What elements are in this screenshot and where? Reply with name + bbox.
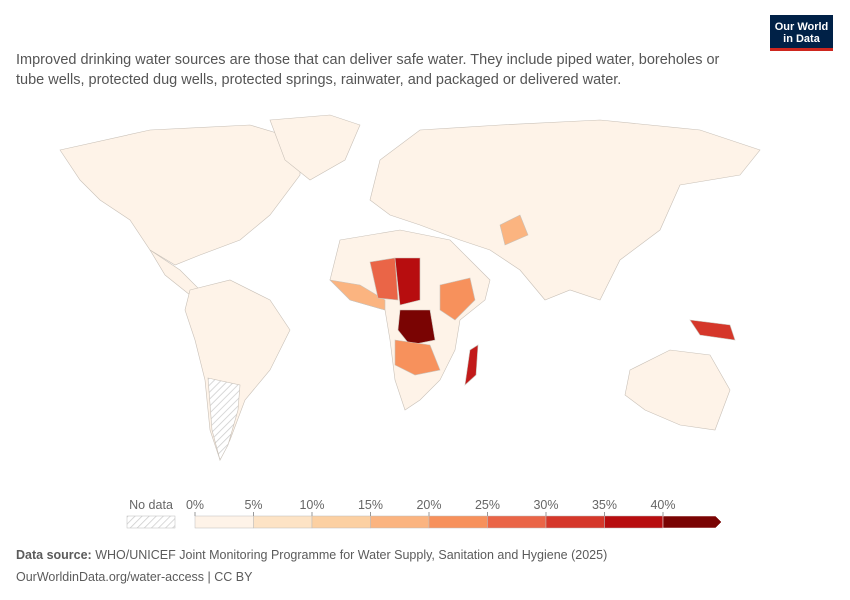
africa-chad bbox=[394, 257, 421, 306]
legend-swatch bbox=[545, 515, 605, 529]
source-label: Data source: bbox=[16, 548, 92, 562]
legend-tick-label: 25% bbox=[475, 498, 500, 512]
africa-south-central bbox=[394, 339, 441, 376]
africa-central bbox=[397, 309, 436, 346]
madagascar bbox=[464, 344, 479, 386]
logo-line: in Data bbox=[783, 33, 820, 45]
legend: No data 0% 5% 10% 15% 20% 25% 30% 35% 40% bbox=[126, 498, 722, 529]
legend-swatch bbox=[253, 515, 313, 529]
no-data-label: No data bbox=[129, 498, 173, 512]
north-america bbox=[59, 124, 301, 266]
legend-swatch bbox=[428, 515, 488, 529]
legend-tick-label: 20% bbox=[416, 498, 441, 512]
logo-line: Our World bbox=[774, 21, 829, 33]
legend-swatch bbox=[487, 515, 547, 529]
legend-tick-label: 40% bbox=[650, 498, 675, 512]
source: Data source: WHO/UNICEF Joint Monitoring… bbox=[16, 548, 607, 562]
australia bbox=[624, 349, 731, 431]
papua bbox=[689, 319, 736, 341]
link[interactable]: OurWorldinData.org/water-access | CC BY bbox=[16, 570, 253, 584]
legend-tick-label: 15% bbox=[358, 498, 383, 512]
africa-west bbox=[329, 279, 386, 311]
source-text: WHO/UNICEF Joint Monitoring Programme fo… bbox=[95, 548, 608, 562]
description-line: Improved drinking water sources are thos… bbox=[16, 52, 720, 68]
legend-swatch bbox=[194, 515, 254, 529]
south-america bbox=[184, 279, 291, 461]
legend-swatch bbox=[604, 515, 664, 529]
patagonia bbox=[207, 377, 241, 461]
legend-tick-label: 35% bbox=[592, 498, 617, 512]
greenland bbox=[269, 114, 361, 181]
legend-swatch bbox=[311, 515, 371, 529]
eurasia bbox=[369, 119, 761, 301]
legend-swatch bbox=[662, 515, 722, 529]
no-data-swatch bbox=[126, 515, 176, 529]
afghanistan bbox=[499, 214, 529, 246]
legend-tick-label: 0% bbox=[186, 498, 204, 512]
africa-east bbox=[439, 277, 476, 321]
legend-tick-label: 5% bbox=[244, 498, 262, 512]
legend-tick-label: 30% bbox=[533, 498, 558, 512]
logo[interactable]: Our World in Data bbox=[770, 15, 833, 51]
description: Improved drinking water sources are thos… bbox=[16, 50, 719, 90]
africa-sahel bbox=[369, 257, 399, 301]
description-line: tube wells, protected dug wells, protect… bbox=[16, 72, 622, 88]
countries bbox=[59, 114, 761, 461]
legend-swatch bbox=[370, 515, 430, 529]
legend-tick-label: 10% bbox=[299, 498, 324, 512]
